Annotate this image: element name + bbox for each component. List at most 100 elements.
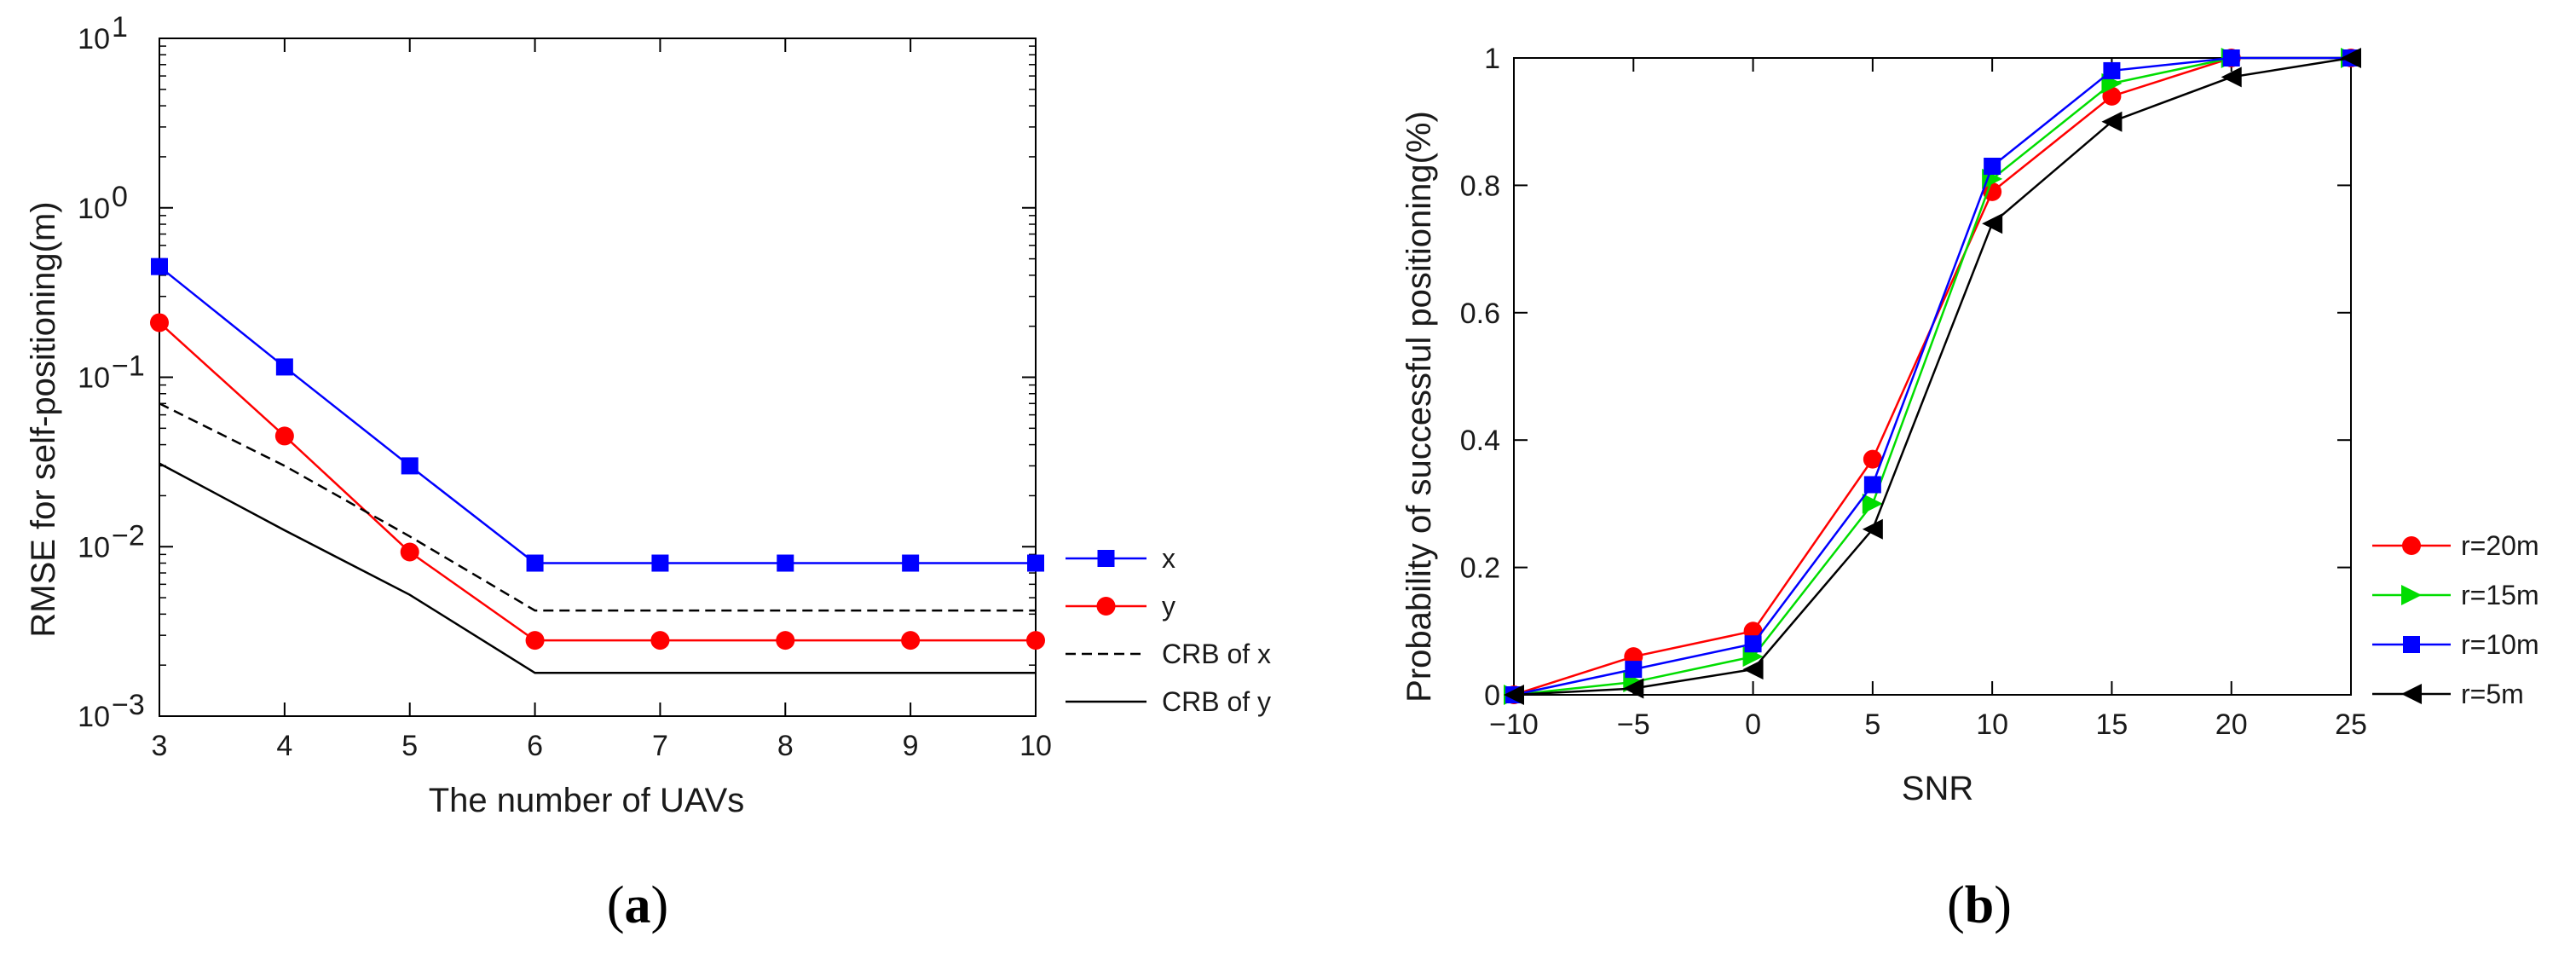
chart-b-data-point [2221,66,2242,88]
chart-b-y-tick-label: 0 [1484,679,1500,712]
chart-b-x-tick-label: 25 [2335,708,2367,741]
chart-a: The number of UAVs RMSE for self-positio… [25,11,1271,819]
chart-b-series-line-r-5m [1513,56,2352,697]
chart-b-y-tick-label: 0.8 [1460,170,1500,202]
chart-b-y-tick-label: 0.2 [1460,552,1500,585]
chart-a-data-point [650,631,670,650]
chart-a-data-point [151,257,168,275]
chart-b-legend-label: r=10m [2461,629,2539,660]
chart-b-x-tick-label: −5 [1617,708,1650,741]
chart-b-x-tick-label: 0 [1745,708,1761,741]
chart-a-y-tick-exponent: 1 [112,11,128,43]
chart-b-data-point [2341,48,2361,68]
chart-a-legend-label: CRB of y [1162,686,1271,717]
chart-a-y-axis-label: RMSE for self-positioning(m) [25,201,62,637]
chart-a-data-point [274,426,294,446]
chart-a-y-tick-label: 10 [78,531,110,564]
chart-a-data-point [401,457,419,475]
chart-a-y-tick-label: 10 [78,23,110,55]
chart-a-y-tick-label: 10 [78,193,110,225]
chart-b-data-point [2222,49,2240,66]
chart-a-x-axis-label: The number of UAVs [429,782,745,819]
chart-a-y-tick-base: 10 [78,531,110,564]
chart-b-x-axis-label: SNR [1902,770,1973,807]
chart-b-panel-label-letter: b [1965,876,1994,934]
chart-a-data-point [525,631,545,650]
chart-b-data-point [1742,659,1764,680]
chart-b-legend-label: r=20m [2461,530,2539,561]
chart-a-data-point [777,554,794,572]
chart-b-data-point [1623,678,1644,699]
chart-b-legend-marker [2401,684,2422,704]
chart-a-x-tick-label: 8 [777,730,794,762]
chart-a-data-point [902,554,920,572]
chart-a-y-tick-base: 10 [78,23,110,55]
chart-a-legend-label: x [1162,543,1175,574]
chart-a-x-tick-label: 3 [152,730,168,762]
chart-a-y-tick-exponent: 0 [112,181,128,213]
chart-b-panel-label: (b) [1947,876,2012,934]
chart-a-data-point [526,554,544,572]
chart-b-x-tick-label: 10 [1976,708,2008,741]
chart-b-data-point [1863,476,1881,494]
chart-a-x-tick-label: 4 [276,730,292,762]
chart-b-data-point [2103,61,2121,79]
chart-b-panel-label-close: ) [1994,876,2012,934]
chart-b-data-point [1863,449,1882,469]
chart-b-x-tick-label: 5 [1864,708,1880,741]
chart-b-data-point [2102,86,2122,106]
chart-a-panel-label-open: ( [607,876,625,934]
chart-a-x-tick-label: 9 [903,730,919,762]
chart-a-panel-label-close: ) [651,876,669,934]
chart-a-data-point [651,554,669,572]
chart-a-y-tick-base: 10 [78,193,110,225]
chart-a-y-tick-label: 10 [78,701,110,733]
chart-b-x-tick-label: 15 [2096,708,2128,741]
chart-a-data-point [400,542,419,562]
chart-b-legend-marker [2402,536,2421,555]
chart-a-y-tick-exponent: −3 [112,689,145,721]
chart-b-y-tick-label: 0.6 [1460,298,1500,330]
chart-a-y-tick-base: 10 [78,701,110,733]
chart-a-legend-marker [1096,597,1116,616]
chart-a-y-tick-label: 10 [78,362,110,395]
chart-a-data-point [1027,554,1044,572]
chart-a-x-tick-label: 5 [401,730,418,762]
chart-a-series-line-x [159,265,1036,564]
chart-a-x-tick-label: 10 [1019,730,1052,762]
chart-b-series-line-r-15m [1513,56,2351,697]
chart-a-data-point [275,358,293,376]
chart-a-data-point [150,313,169,332]
chart-b-panel-label-open: ( [1947,876,1965,934]
chart-a-y-tick-base: 10 [78,362,110,395]
chart-a-data-point [901,631,921,650]
chart-b-data-point [2101,111,2123,132]
chart-b-data-point [1744,635,1762,653]
chart-a-legend-marker [1097,550,1115,567]
chart-b-data-point [1504,685,1524,705]
chart-a-x-tick-label: 7 [652,730,668,762]
chart-b-y-tick-label: 1 [1484,43,1500,75]
chart-a-y-tick-exponent: −2 [112,519,145,552]
chart-a-panel-label: (a) [607,876,668,934]
chart-a-panel-label-letter: a [625,876,651,934]
chart-a-data-point [1026,631,1045,650]
chart-b-data-point [1983,182,2002,201]
chart-a-legend-label: CRB of x [1162,639,1271,669]
chart-a-series-line-y [159,321,1036,642]
chart-b-data-point [1625,661,1643,679]
chart-b-y-tick-label: 0.4 [1460,425,1500,457]
chart-b-series-line-r-10m [1513,56,2351,697]
chart-b-data-point [1982,213,2003,234]
chart-b-data-point [1862,518,1883,540]
chart-a-series-line-crb-of-x [159,402,1036,612]
chart-b-x-tick-label: 20 [2215,708,2248,741]
chart-a-data-point [776,631,795,650]
chart-b-legend-marker [2401,585,2422,605]
chart-b-data-point [1984,157,2001,175]
chart-b-legend-label: r=5m [2461,679,2524,709]
chart-b-x-tick-label: −10 [1489,708,1539,741]
chart-a-x-tick-label: 6 [527,730,543,762]
